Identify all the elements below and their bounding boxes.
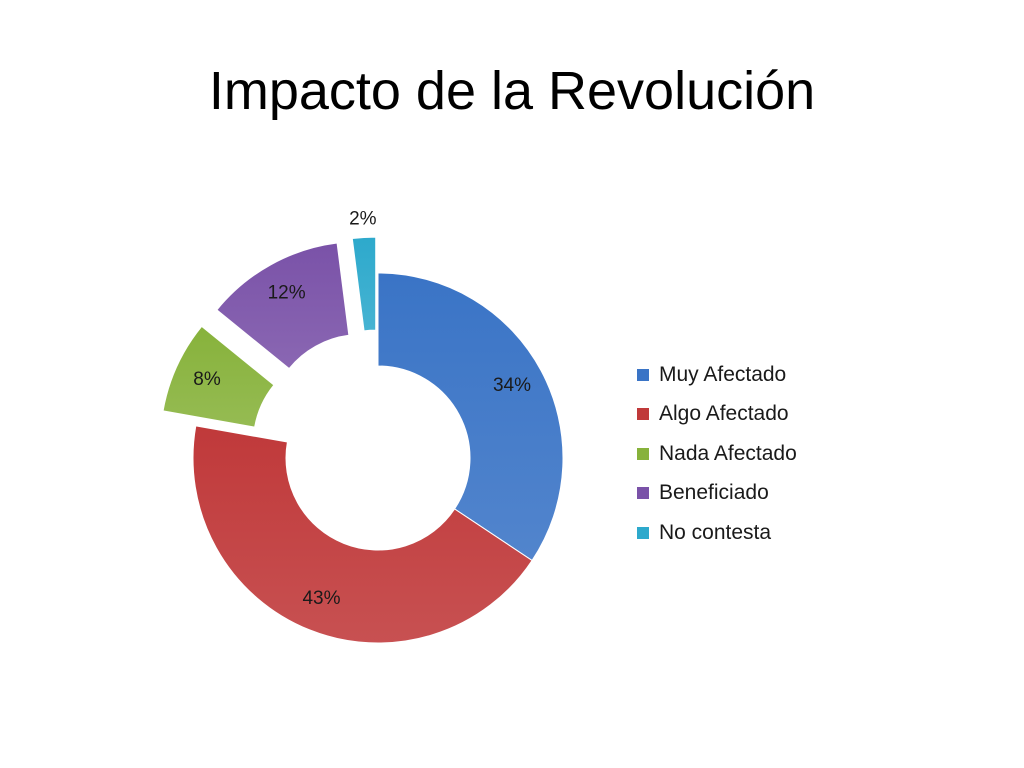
legend-item-muy-afectado: Muy Afectado [637,355,797,395]
legend-swatch-muy-afectado [637,368,649,381]
legend-swatch-no-contesta [637,526,649,539]
legend-label-muy-afectado: Muy Afectado [659,362,787,386]
slice-beneficiado [216,242,350,370]
data-label-nada-afectado: 8% [193,369,221,390]
slice-no-contesta [351,236,377,332]
legend-label-beneficiado: Beneficiado [659,481,769,505]
slice-algo-afectado [192,425,533,644]
legend-swatch-algo-afectado [637,408,649,421]
data-label-no-contesta: 2% [349,208,377,229]
legend-label-no-contesta: No contesta [659,520,772,544]
legend-swatch-nada-afectado [637,447,649,460]
legend-item-algo-afectado: Algo Afectado [637,395,797,435]
data-label-beneficiado: 12% [268,283,306,304]
legend-item-no-contesta: No contesta [637,513,797,553]
slice-nada-afectado [162,325,275,428]
data-label-algo-afectado: 43% [302,588,340,609]
chart-title: Impacto de la Revolución [208,61,816,121]
data-label-muy-afectado: 34% [493,375,531,396]
legend-item-beneficiado: Beneficiado [637,474,797,514]
legend-swatch-beneficiado [637,487,649,500]
chart-legend: Muy Afectado Algo Afectado Nada Afectado Be… [637,355,797,553]
slice-muy-afectado [377,272,564,562]
legend-label-algo-afectado: Algo Afectado [659,402,789,426]
legend-label-nada-afectado: Nada Afectado [659,441,797,465]
legend-item-nada-afectado: Nada Afectado [637,434,797,474]
